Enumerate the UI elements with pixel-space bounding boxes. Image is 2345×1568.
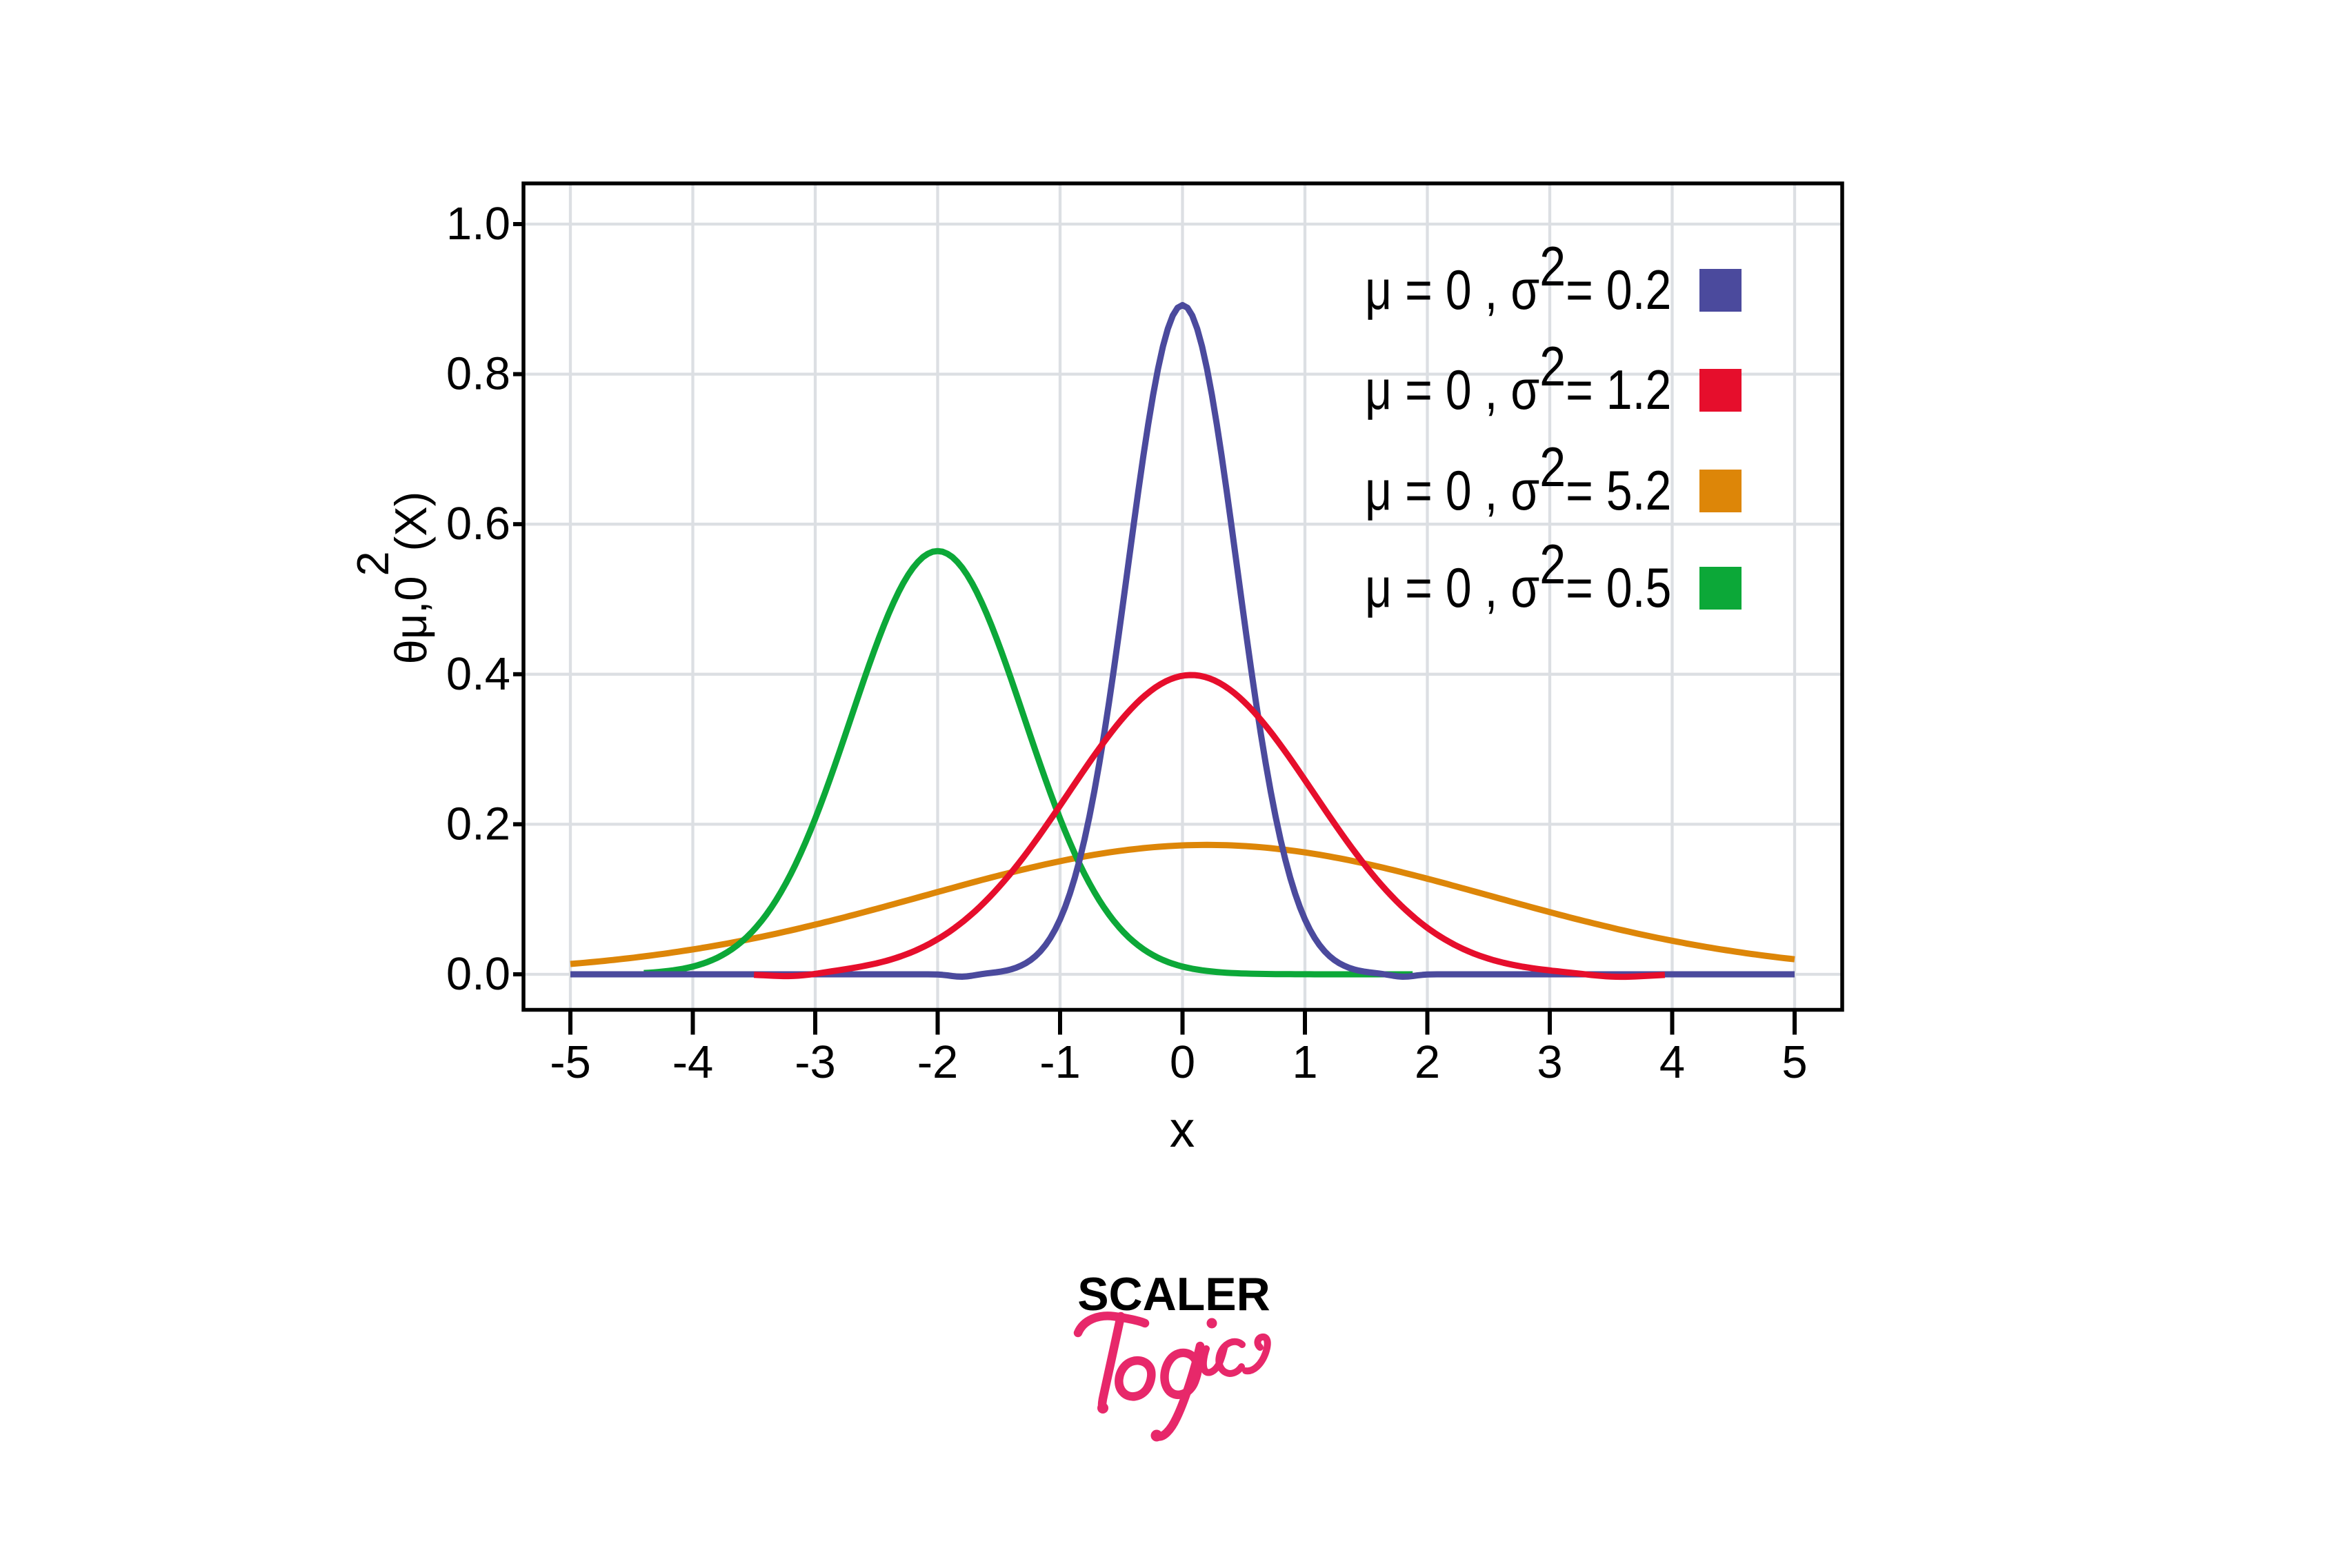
svg-text:-4: -4: [672, 1036, 714, 1088]
svg-text:3: 3: [1537, 1036, 1562, 1088]
svg-text:1: 1: [1292, 1036, 1317, 1088]
svg-text:5: 5: [1782, 1036, 1807, 1088]
svg-text:0.8: 0.8: [446, 348, 510, 400]
svg-text:μ = 0 , σ2= 1.2: μ = 0 , σ2= 1.2: [1365, 334, 1671, 421]
svg-text:μ = 0 , σ2= 0.5: μ = 0 , σ2= 0.5: [1365, 532, 1671, 619]
svg-text:0.4: 0.4: [446, 648, 510, 700]
svg-text:-5: -5: [550, 1036, 591, 1088]
svg-text:-2: -2: [917, 1036, 959, 1088]
svg-text:θμ,02(X): θμ,02(X): [348, 492, 436, 665]
svg-text:4: 4: [1659, 1036, 1685, 1088]
svg-text:2: 2: [1415, 1036, 1440, 1088]
svg-text:0.2: 0.2: [446, 798, 510, 850]
svg-text:0.6: 0.6: [446, 498, 510, 550]
svg-text:x: x: [1170, 1102, 1195, 1158]
svg-text:-1: -1: [1039, 1036, 1081, 1088]
svg-text:0: 0: [1170, 1036, 1195, 1088]
svg-text:μ = 0 , σ2= 5.2: μ = 0 , σ2= 5.2: [1365, 435, 1671, 521]
svg-text:0.0: 0.0: [446, 948, 510, 1000]
svg-text:-3: -3: [795, 1036, 836, 1088]
svg-text:1.0: 1.0: [446, 198, 510, 250]
svg-text:μ = 0 , σ2= 0.2: μ = 0 , σ2= 0.2: [1365, 234, 1671, 321]
